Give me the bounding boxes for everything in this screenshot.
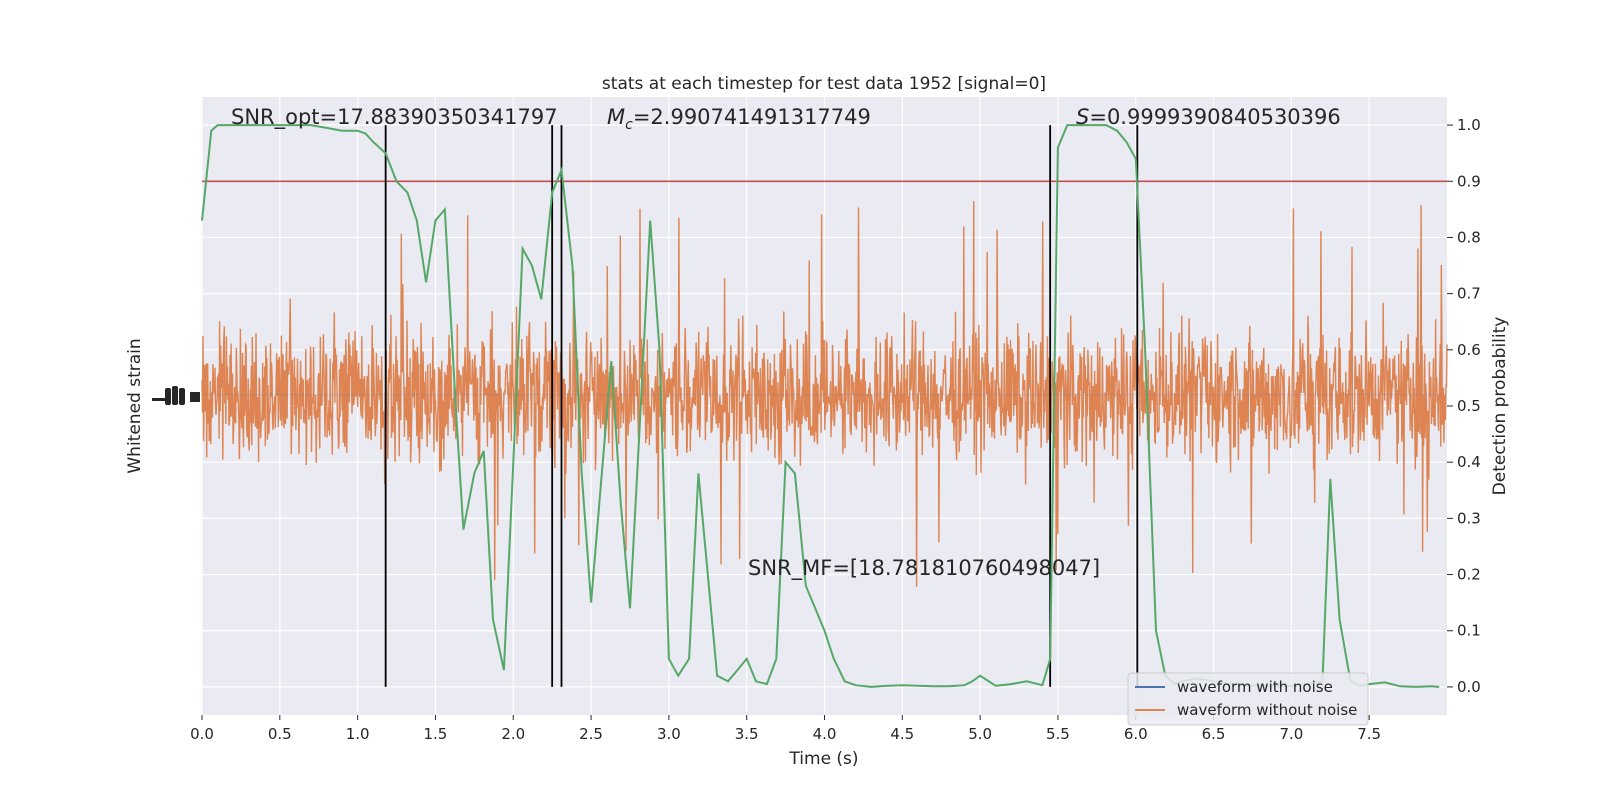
y-axis-label-left: Whitened strain	[125, 338, 145, 473]
x-tick-label: 3.5	[735, 725, 759, 743]
x-tick-label: 2.5	[579, 725, 603, 743]
y-right-ticks: 0.0 0.1 0.2 0.3 0.4 0.5 0.6 0.7 0.8 0.9 1.0	[1447, 116, 1481, 696]
x-tick-label: 7.0	[1279, 725, 1303, 743]
annotation-mc: Mc=2.990741491317749	[607, 105, 871, 133]
x-ticks: 0.0 0.5 1.0 1.5 2.0 2.5 3.0 3.5 4.0 4.5 5.0 5.5 6.0 6…	[190, 715, 1381, 743]
y-right-tick-label: 1.0	[1457, 116, 1481, 134]
x-tick-label: 5.5	[1046, 725, 1070, 743]
s-value: =0.9999390840530396	[1089, 105, 1340, 129]
annotation-snr-opt: SNR_opt=17.88390350341797	[231, 105, 558, 130]
x-tick-label: 2.0	[501, 725, 525, 743]
y-right-tick-label: 0.0	[1457, 678, 1481, 696]
y-right-tick-label: 0.5	[1457, 397, 1481, 415]
annotation-s: S=0.9999390840530396	[1076, 105, 1341, 129]
x-tick-label: 0.5	[268, 725, 292, 743]
x-tick-label: 4.5	[890, 725, 914, 743]
x-tick-label: 6.5	[1202, 725, 1226, 743]
y-right-tick-label: 0.6	[1457, 341, 1481, 359]
legend-label-clean: waveform without noise	[1177, 701, 1357, 719]
x-tick-label: 1.0	[346, 725, 370, 743]
vertical-lines	[384, 125, 1139, 687]
y-right-tick-label: 0.4	[1457, 453, 1481, 471]
mc-subscript: c	[625, 117, 633, 133]
x-tick-label: 4.0	[813, 725, 837, 743]
legend-label-noise: waveform with noise	[1177, 678, 1333, 696]
legend-box	[1127, 672, 1369, 726]
legend: waveform with noise waveform without noi…	[1127, 672, 1369, 726]
x-tick-label: 1.5	[424, 725, 448, 743]
y-right-tick-label: 0.8	[1457, 228, 1481, 246]
y-right-tick-label: 0.3	[1457, 509, 1481, 527]
series-waveform-without-noise	[201, 201, 1448, 587]
s-symbol: S	[1076, 105, 1089, 129]
y-right-tick-label: 0.2	[1457, 566, 1481, 584]
x-axis-label: Time (s)	[788, 749, 858, 769]
y-right-tick-label: 0.1	[1457, 622, 1481, 640]
x-tick-label: 7.5	[1357, 725, 1381, 743]
mc-symbol: M	[607, 105, 625, 129]
chart-title: stats at each timestep for test data 195…	[602, 74, 1046, 94]
x-tick-label: 3.0	[657, 725, 681, 743]
y-right-tick-label: 0.7	[1457, 285, 1481, 303]
left-axis-collapsed-ticks	[152, 386, 200, 405]
x-tick-label: 6.0	[1124, 725, 1148, 743]
x-tick-label: 5.0	[968, 725, 992, 743]
y-right-tick-label: 0.9	[1457, 172, 1481, 190]
y-axis-label-right: Detection probability	[1490, 317, 1510, 496]
mc-value: =2.990741491317749	[633, 105, 871, 129]
strain-layer	[201, 201, 1448, 587]
annotation-snr-mf: SNR_MF=[18.781810760498047]	[748, 556, 1100, 581]
x-tick-label: 0.0	[190, 725, 214, 743]
